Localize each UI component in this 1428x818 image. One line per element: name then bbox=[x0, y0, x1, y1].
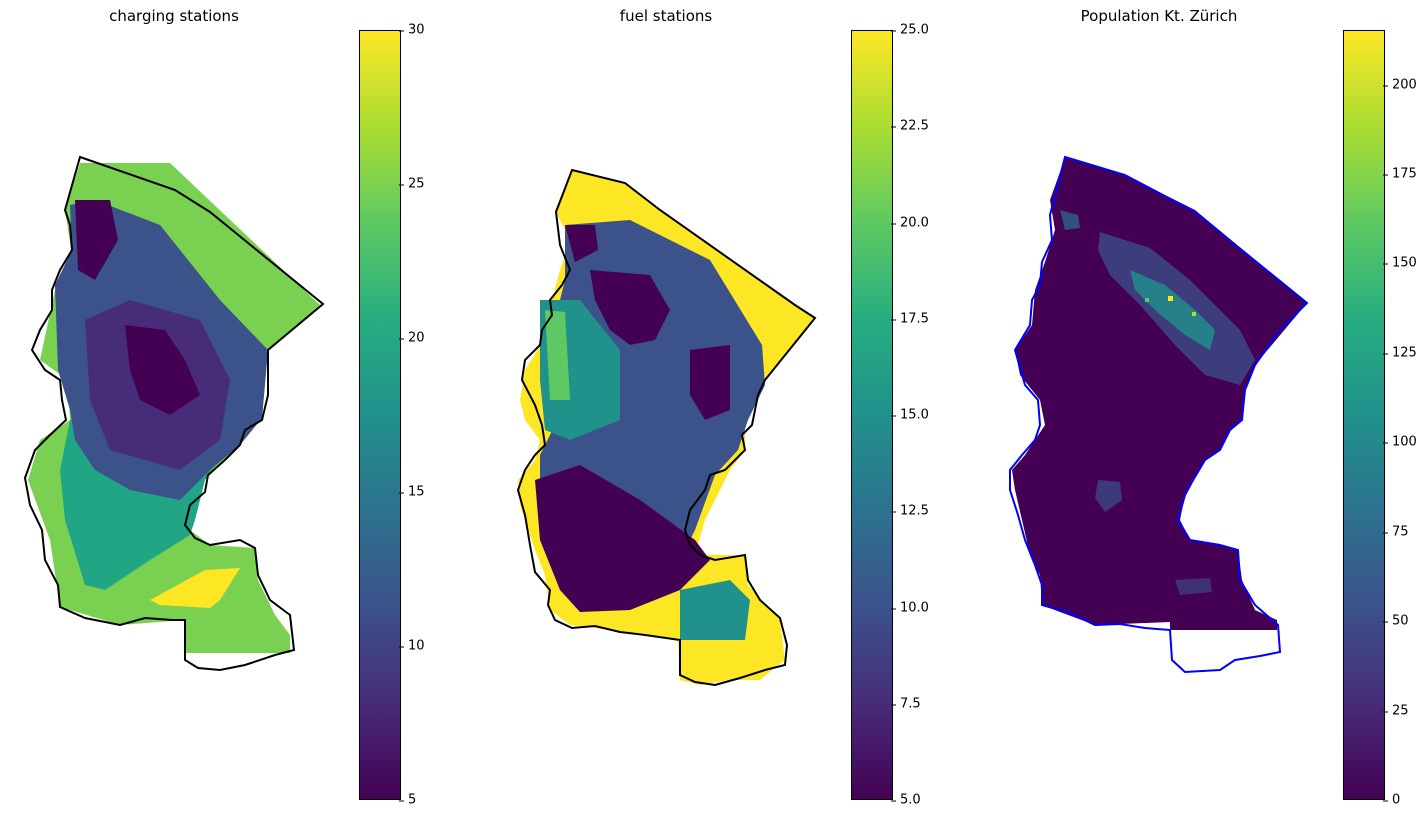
panel-charging-stations: charging stations 5 10 15 20 25 30 bbox=[0, 0, 460, 818]
colorbar-tick: 100 bbox=[1383, 434, 1417, 450]
colorbar-tick: 200 bbox=[1383, 77, 1417, 93]
colorbar-tick: 22.5 bbox=[891, 118, 929, 134]
colorbar bbox=[851, 30, 893, 800]
fuel-dark-upper bbox=[590, 270, 670, 345]
charging-outline bbox=[23, 155, 325, 672]
charging-stations-map bbox=[23, 155, 325, 672]
panel-title: charging stations bbox=[109, 7, 239, 25]
fuel-dark-top bbox=[565, 225, 598, 262]
panel-title: Population Kt. Zürich bbox=[1080, 7, 1238, 25]
population-dark-fill bbox=[1012, 158, 1307, 630]
colorbar-tick: 0 bbox=[1382, 792, 1401, 808]
colorbar-tick: 15.0 bbox=[891, 407, 929, 423]
population-map bbox=[1009, 155, 1309, 674]
fuel-teal-lower bbox=[680, 580, 750, 640]
population-hotspot-small bbox=[1060, 210, 1080, 230]
fuel-green-left bbox=[545, 310, 570, 400]
colorbar-tick: 12.5 bbox=[891, 503, 929, 519]
charging-dark-core bbox=[125, 325, 200, 415]
colorbar-tick: 25.0 bbox=[891, 22, 929, 38]
population-outline bbox=[1009, 155, 1309, 674]
fuel-stations-map bbox=[516, 168, 817, 687]
charging-dark-top bbox=[75, 200, 118, 280]
colorbar-tick: 10 bbox=[399, 638, 425, 654]
panel-population: Population Kt. Zürich 0 25 50 75 100 125… bbox=[980, 0, 1428, 818]
colorbar-tick: 7.5 bbox=[891, 696, 921, 712]
colorbar-tick: 20 bbox=[399, 330, 425, 346]
colorbar-tick: 175 bbox=[1383, 166, 1417, 182]
colorbar-tick: 75 bbox=[1383, 524, 1409, 540]
colorbar-tick: 5.0 bbox=[891, 792, 921, 808]
fuel-dark-lower bbox=[535, 465, 710, 612]
charging-yellow-patch bbox=[150, 568, 240, 608]
population-hotspot-small bbox=[1095, 480, 1122, 512]
population-hotspot-peak bbox=[1168, 296, 1173, 301]
colorbar-tick: 17.5 bbox=[891, 311, 929, 327]
colorbar bbox=[1343, 30, 1385, 800]
colorbar-tick: 10.0 bbox=[891, 600, 929, 616]
population-hotspot-peak bbox=[1192, 312, 1196, 316]
colorbar bbox=[359, 30, 401, 800]
colorbar-tick: 15 bbox=[399, 484, 425, 500]
colorbar-tick: 150 bbox=[1383, 255, 1417, 271]
colorbar-tick: 30 bbox=[399, 22, 425, 38]
panel-fuel-stations: fuel stations 5.0 7.5 10.0 12.5 15.0 17.… bbox=[480, 0, 960, 818]
colorbar-tick: 5 bbox=[398, 792, 417, 808]
colorbar-tick: 125 bbox=[1383, 345, 1417, 361]
panel-title: fuel stations bbox=[619, 7, 713, 25]
population-hotspot-core bbox=[1130, 270, 1215, 350]
fuel-dark-right bbox=[690, 345, 730, 420]
colorbar-tick: 50 bbox=[1383, 613, 1409, 629]
fuel-outline bbox=[516, 168, 817, 687]
population-hotspot-peak bbox=[1145, 298, 1149, 302]
colorbar-tick: 25 bbox=[399, 176, 425, 192]
colorbar-tick: 25 bbox=[1383, 703, 1409, 719]
colorbar-tick: 20.0 bbox=[891, 215, 929, 231]
population-hotspot-small bbox=[1175, 578, 1212, 595]
